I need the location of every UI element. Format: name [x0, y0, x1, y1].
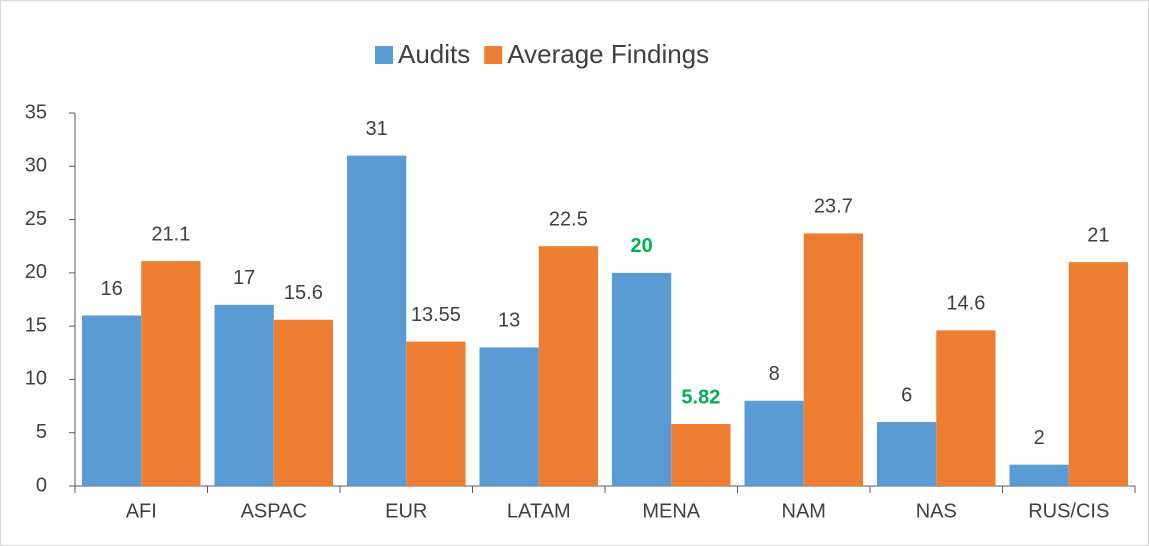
bar: [141, 261, 201, 486]
value-label: 17: [233, 267, 255, 289]
y-tick-label: 0: [36, 474, 47, 496]
y-tick-label: 20: [25, 261, 47, 283]
x-tick-label: RUS/CIS: [1028, 500, 1109, 522]
bar: [1068, 262, 1128, 486]
value-label: 16: [101, 278, 123, 300]
x-tick-label: ASPAC: [241, 500, 307, 522]
bar: [82, 315, 142, 486]
y-tick-label: 10: [25, 368, 47, 390]
legend-swatch: [375, 46, 393, 64]
value-label: 5.82: [681, 386, 720, 408]
value-label: 6: [901, 384, 912, 406]
value-label: 31: [366, 118, 388, 140]
y-tick-label: 30: [25, 155, 47, 177]
x-tick-label: EUR: [385, 500, 427, 522]
legend-swatch: [484, 46, 503, 64]
y-tick-label: 15: [25, 314, 47, 336]
value-label: 20: [631, 235, 653, 257]
bar: [214, 304, 274, 486]
value-label: 21: [1087, 224, 1109, 246]
x-tick-label: NAM: [782, 500, 826, 522]
y-tick-label: 35: [25, 101, 47, 123]
bar: [479, 347, 539, 486]
value-label: 15.6: [284, 282, 323, 304]
bar: [406, 341, 466, 486]
value-label: 8: [769, 363, 780, 385]
value-label: 22.5: [549, 208, 588, 230]
value-label: 2: [1034, 427, 1045, 449]
bar: [936, 330, 996, 486]
legend-label: Audits: [398, 39, 470, 69]
bar: [347, 155, 407, 486]
x-tick-label: NAS: [916, 500, 957, 522]
bar: [744, 400, 804, 486]
bar: [273, 319, 333, 486]
value-label: 21.1: [151, 223, 190, 245]
y-tick-label: 5: [36, 421, 47, 443]
x-tick-label: MENA: [642, 500, 700, 522]
bar: [803, 233, 863, 486]
legend-label: Average Findings: [507, 39, 709, 69]
value-label: 13: [498, 310, 520, 332]
value-label: 23.7: [814, 196, 853, 218]
value-label: 13.55: [411, 304, 461, 326]
bar: [1009, 464, 1069, 486]
y-tick-label: 25: [25, 208, 47, 230]
bar: [612, 272, 672, 486]
bar: [671, 423, 731, 486]
value-label: 14.6: [946, 293, 985, 315]
x-tick-label: AFI: [126, 500, 157, 522]
x-tick-label: LATAM: [507, 500, 571, 522]
bar: [877, 422, 937, 486]
bar: [538, 246, 598, 486]
